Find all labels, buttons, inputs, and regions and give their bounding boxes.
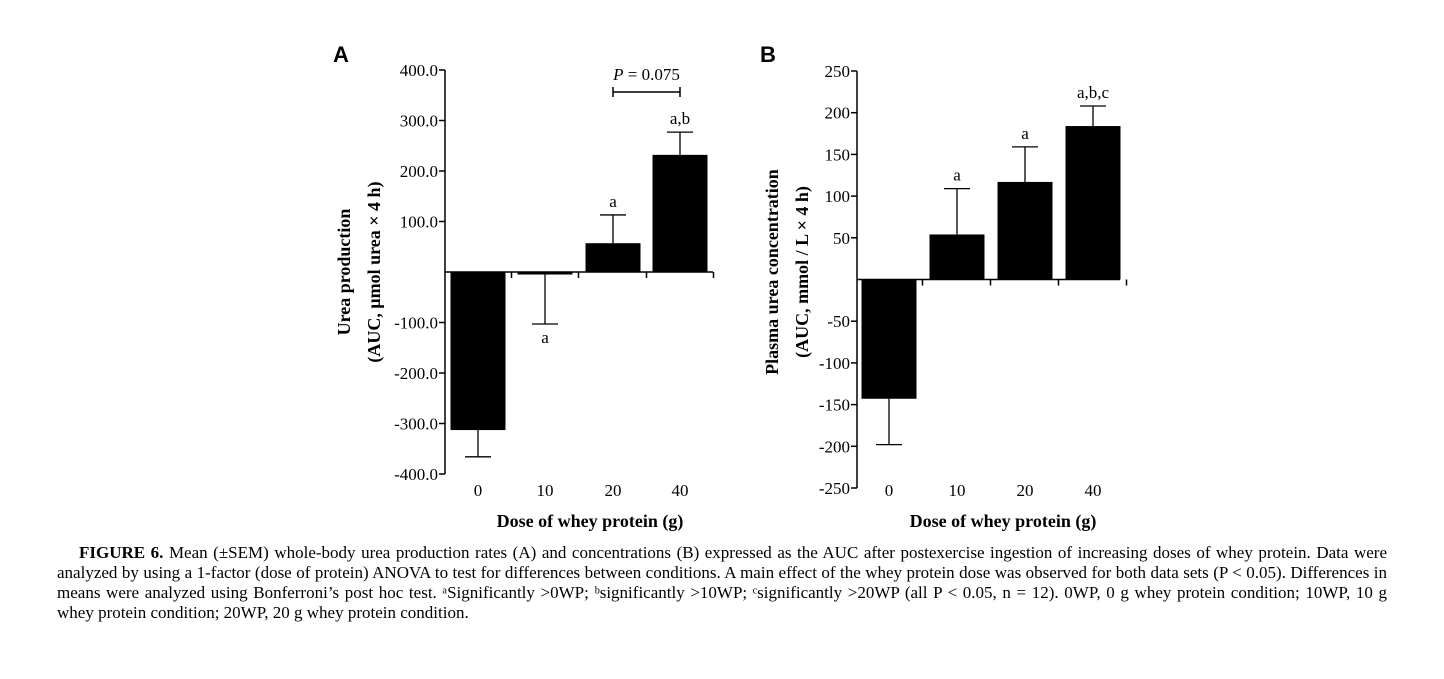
panel-a-category-label-10: 10: [537, 481, 554, 500]
panel-b-y-tick-label-7: -150: [819, 396, 850, 415]
panel-a-letter: A: [333, 42, 349, 67]
panel-b-y-tick-label-0: 250: [825, 62, 851, 81]
panel-b-category-label-0: 0: [885, 481, 894, 500]
panel-b-y-tick-label-8: -200: [819, 437, 850, 456]
panel-b-letter: B: [760, 42, 776, 67]
panel-a-bar-40: [652, 154, 708, 272]
panel-b-significance-20: a: [1021, 124, 1029, 143]
panel-b-significance-10: a: [953, 166, 961, 185]
caption-label: FIGURE 6.: [79, 543, 164, 562]
panel-a-y-tick-label-6: -300.0: [394, 415, 438, 434]
panel-a-chart: A 400.0 300.0 200.0 100.0 -100.0 -200.0 -300.0 -…: [333, 42, 715, 532]
panel-b-significance-40: a,b,c: [1077, 83, 1110, 102]
panel-a-y-axis-title-line1: Urea production: [334, 209, 354, 336]
panel-a-bar-0: [450, 272, 506, 431]
panel-a-significance-10: a: [541, 328, 549, 347]
panel-b-category-label-40: 40: [1085, 481, 1102, 500]
panel-a-y-tick-label-0: 400.0: [400, 61, 438, 80]
panel-a-category-label-20: 20: [605, 481, 622, 500]
panel-a-y-tick-label-3: 100.0: [400, 213, 438, 232]
panel-b-bar-40: [1065, 126, 1121, 280]
panel-a-bar-10: [517, 272, 573, 275]
panel-a-y-tick-label-5: -200.0: [394, 364, 438, 383]
panel-a-x-axis-title: Dose of whey protein (g): [497, 511, 684, 532]
panel-a-category-label-40: 40: [672, 481, 689, 500]
panel-b-bar-20: [997, 181, 1053, 280]
panel-a-bar-20: [585, 243, 641, 272]
figure-6: A 400.0 300.0 200.0 100.0 -100.0 -200.0 -300.0 -…: [333, 42, 1128, 532]
panel-b-y-tick-label-9: -250: [819, 479, 850, 498]
panel-a-y-tick-label-4: -100.0: [394, 314, 438, 333]
panel-a-category-label-0: 0: [474, 481, 483, 500]
panel-b-y-tick-label-6: -100: [819, 354, 850, 373]
panel-b-y-tick-label-1: 200: [825, 104, 851, 123]
figure-caption: FIGURE 6. Mean (±SEM) whole-body urea pr…: [57, 543, 1387, 623]
panel-a-y-axis-title-line2: (AUC, μmol urea × 4 h): [364, 181, 385, 362]
panel-a-comparison-label-value: = 0.075: [624, 65, 680, 84]
panel-a-y-tick-label-1: 300.0: [400, 112, 438, 131]
panel-b-y-tick-label-5: -50: [827, 312, 850, 331]
panel-b-y-axis-title-line2: (AUC, mmol / L × 4 h): [792, 186, 813, 358]
panel-b-category-label-10: 10: [949, 481, 966, 500]
panel-b-bar-0: [861, 279, 917, 399]
panel-a-significance-40: a,b: [670, 109, 690, 128]
panel-b-y-axis-title-line1: Plasma urea concentration: [762, 169, 782, 375]
panel-b-x-axis-title: Dose of whey protein (g): [910, 511, 1097, 532]
panel-a-comparison-label: P = 0.075: [612, 65, 680, 84]
panel-b-y-tick-label-2: 150: [825, 145, 851, 164]
panel-a-comparison-label-prefix: P: [612, 65, 623, 84]
panel-b-bar-10: [929, 234, 985, 280]
panel-a-y-tick-label-2: 200.0: [400, 162, 438, 181]
panel-a-significance-20: a: [609, 192, 617, 211]
panel-b-chart: B 250 200 150 100 50 -50 -100 -150 -200 -250 0 10 20 4…: [760, 42, 1128, 532]
panel-b-category-label-20: 20: [1017, 481, 1034, 500]
panel-a-y-tick-label-7: -400.0: [394, 465, 438, 484]
panel-b-y-tick-label-4: 50: [833, 229, 850, 248]
panel-b-y-tick-label-3: 100: [825, 187, 851, 206]
caption-text: Mean (±SEM) whole-body urea production r…: [57, 543, 1387, 622]
